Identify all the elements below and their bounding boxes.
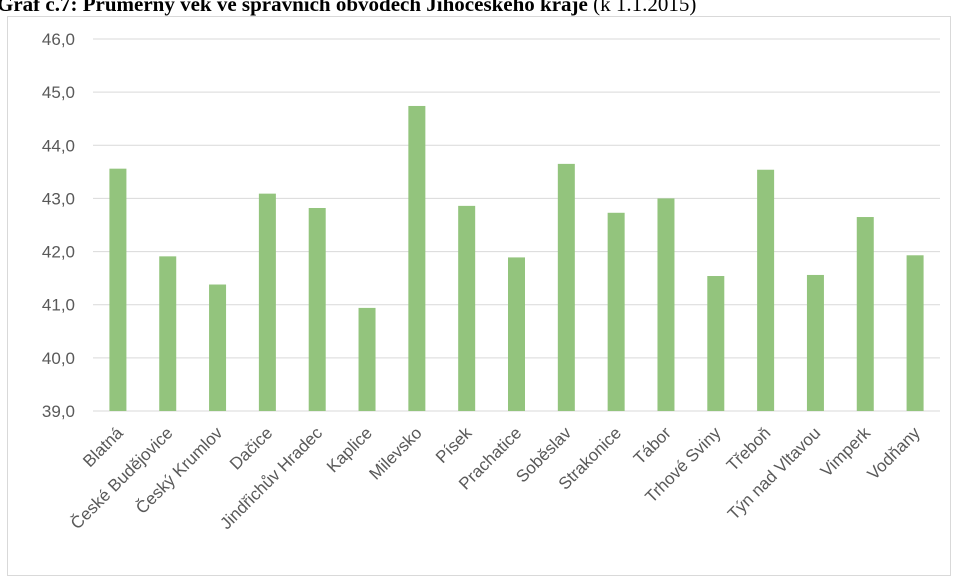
- bar: [358, 307, 376, 411]
- y-tick-label: 40,0: [42, 349, 75, 368]
- bar: [657, 198, 675, 411]
- bar: [458, 205, 476, 411]
- chart-title: Graf č.7: Průměrný věk ve správních obvo…: [0, 0, 696, 17]
- bar: [508, 257, 525, 411]
- bar: [308, 207, 326, 411]
- bar: [906, 255, 924, 411]
- y-axis-tick-labels: 39,0 40,0 41,0 42,0 43,0 44,0 45,0 46,0: [42, 30, 75, 421]
- y-tick-label: 45,0: [42, 83, 75, 102]
- y-tick-label: 41,0: [42, 296, 75, 315]
- chart-title-main: Graf č.7: Průměrný věk ve správních obvo…: [0, 0, 588, 16]
- chart-title-date: (k 1.1.2015): [587, 0, 697, 16]
- x-category-label: Blatná: [79, 423, 127, 471]
- bar: [159, 256, 177, 411]
- bar: [109, 168, 127, 411]
- y-tick-label: 39,0: [42, 402, 75, 421]
- x-category-label: Milevsko: [365, 423, 425, 483]
- y-tick-label: 43,0: [42, 189, 75, 208]
- bar: [707, 276, 725, 411]
- bar: [757, 169, 775, 411]
- x-category-label: Vodňany: [864, 423, 925, 484]
- bar: [856, 217, 874, 411]
- bar: [408, 105, 426, 412]
- bar: [806, 274, 824, 411]
- y-tick-label: 42,0: [42, 243, 75, 262]
- x-category-label: Písek: [432, 423, 476, 467]
- bar: [209, 284, 227, 411]
- y-tick-label: 44,0: [42, 136, 75, 155]
- x-category-label: Týn nad Vltavou: [724, 423, 824, 523]
- bars: [109, 105, 924, 412]
- bar: [258, 193, 276, 411]
- x-category-label: Český Krumlov: [132, 423, 227, 518]
- bar: [557, 163, 575, 411]
- y-tick-label: 46,0: [42, 30, 75, 49]
- bar: [607, 212, 625, 411]
- x-category-label: Tábor: [630, 423, 675, 468]
